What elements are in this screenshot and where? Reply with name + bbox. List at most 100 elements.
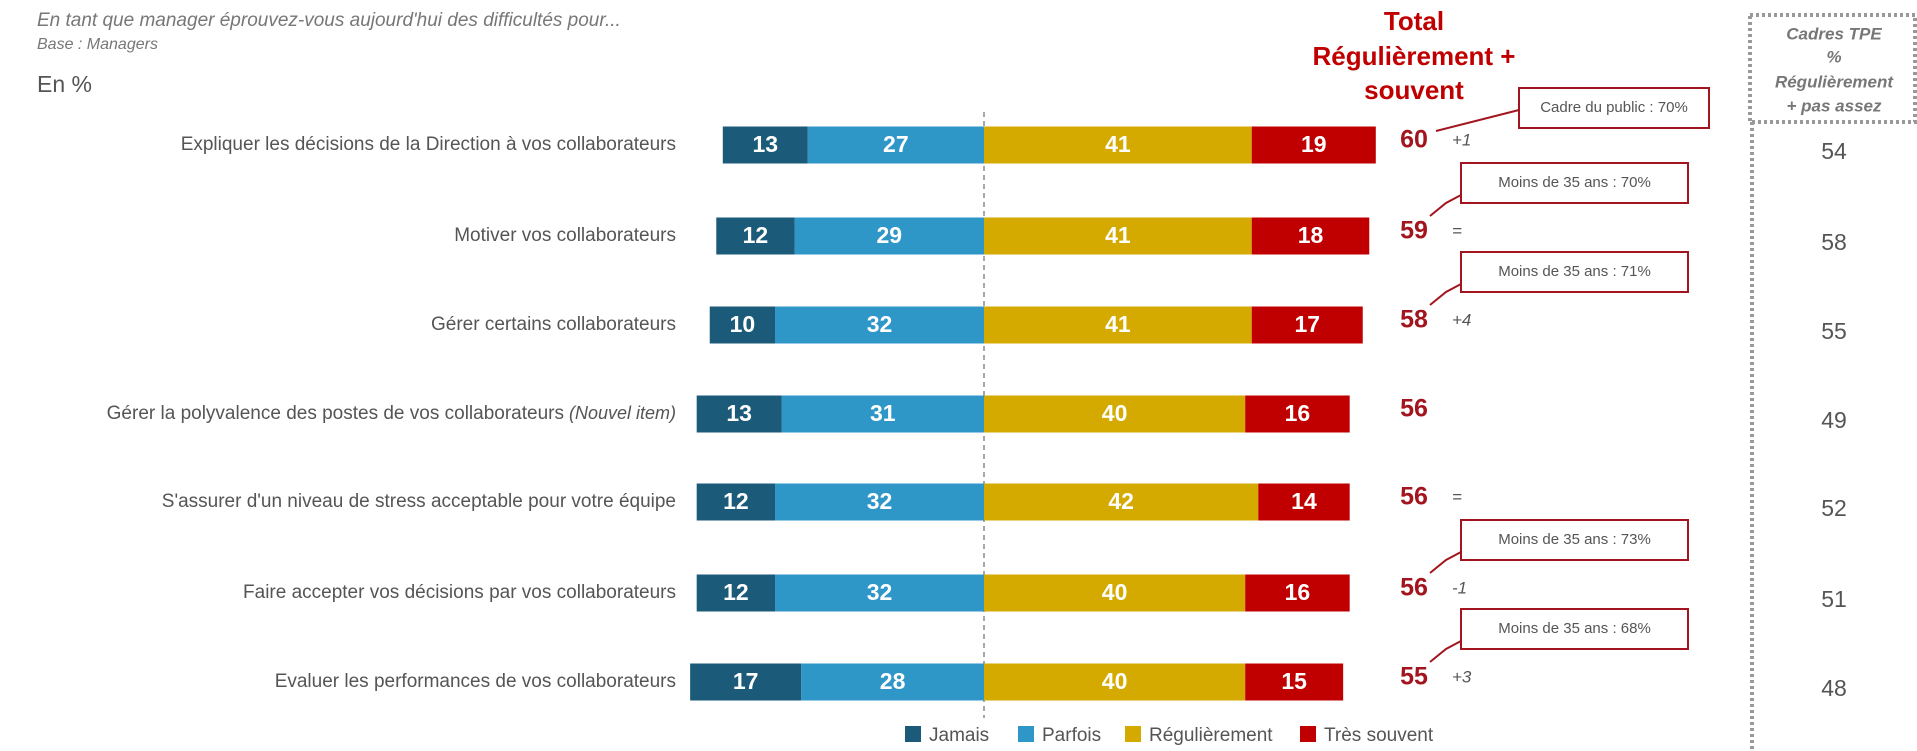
bar-segment <box>690 663 802 701</box>
total-header: Total <box>1384 6 1444 36</box>
legend-label: Très souvent <box>1324 725 1434 746</box>
bar-segment <box>1258 483 1350 521</box>
total-value: 56 <box>1400 395 1428 423</box>
bar-value: 32 <box>867 488 893 514</box>
callout-box <box>1460 519 1689 561</box>
legend-label: Parfois <box>1042 725 1101 746</box>
bar-segment <box>984 126 1252 164</box>
tpe-value: 54 <box>1821 138 1847 164</box>
bar-segment <box>984 663 1246 701</box>
callout-box <box>1460 162 1689 204</box>
base: Base : Managers <box>37 36 158 53</box>
bar-value: 40 <box>1102 668 1128 694</box>
category-label: Motiver vos collaborateurs <box>454 225 676 246</box>
total-value: 55 <box>1400 663 1428 691</box>
tpe-header: + pas assez <box>1787 96 1882 115</box>
callout-box <box>1518 87 1710 129</box>
bar-value: 42 <box>1108 488 1134 514</box>
bar-segment <box>722 126 808 164</box>
change: +3 <box>1452 667 1472 686</box>
tpe-header: % <box>1826 47 1841 66</box>
change: -1 <box>1452 578 1467 597</box>
callout-leader <box>1429 640 1462 663</box>
legend-swatch <box>1125 726 1141 742</box>
bar-value: 17 <box>1294 311 1320 337</box>
legend-swatch <box>1300 726 1316 742</box>
bar-segment <box>781 395 984 433</box>
bar-segment <box>984 483 1259 521</box>
bar-segment <box>696 574 776 612</box>
bar-value: 12 <box>743 222 769 248</box>
bar-value: 40 <box>1102 400 1128 426</box>
total-header: Régulièrement + <box>1312 41 1515 71</box>
tpe-value: 48 <box>1821 675 1847 701</box>
callout-text: Moins de 35 ans : 70% <box>1498 174 1651 191</box>
bar-segment <box>775 306 984 344</box>
change: +1 <box>1452 130 1471 149</box>
bar-segment <box>775 483 984 521</box>
change: = <box>1452 487 1462 506</box>
bar-segment <box>1251 306 1363 344</box>
legend-label: Jamais <box>929 725 989 746</box>
legend-label: Régulièrement <box>1149 725 1273 746</box>
bar-segment <box>1251 217 1370 255</box>
bar-value: 18 <box>1298 222 1324 248</box>
total-value: 59 <box>1400 217 1428 245</box>
bar-value: 12 <box>723 579 749 605</box>
question: En tant que manager éprouvez-vous aujour… <box>37 10 621 31</box>
bar-segment <box>716 217 795 255</box>
bar-value: 16 <box>1285 400 1311 426</box>
category-label: Gérer la polyvalence des postes de vos c… <box>107 403 564 424</box>
legend-swatch <box>905 726 921 742</box>
total-value: 60 <box>1400 126 1428 154</box>
bar-segment <box>1245 663 1344 701</box>
tpe-header-box <box>1748 13 1917 124</box>
category-label: Expliquer les décisions de la Direction … <box>181 134 676 155</box>
category-label: Gérer certains collaborateurs <box>431 314 676 335</box>
callout-box <box>1460 251 1689 293</box>
category-label: S'assurer d'un niveau de stress acceptab… <box>162 491 676 512</box>
unit: En % <box>37 71 92 97</box>
category-label: Faire accepter vos décisions par vos col… <box>243 582 676 603</box>
legend-swatch <box>1018 726 1034 742</box>
bar-value: 40 <box>1102 579 1128 605</box>
bar-value: 10 <box>730 311 756 337</box>
bar-segment <box>696 483 776 521</box>
bar-value: 13 <box>726 400 752 426</box>
callout-text: Moins de 35 ans : 73% <box>1498 531 1651 548</box>
tpe-value: 51 <box>1821 586 1847 612</box>
bar-segment <box>696 395 782 433</box>
bar-value: 12 <box>723 488 749 514</box>
bar-value: 13 <box>752 131 778 157</box>
bar-segment <box>775 574 984 612</box>
bar-value: 41 <box>1105 222 1131 248</box>
bar-segment <box>984 574 1246 612</box>
category-label: Evaluer les performances de vos collabor… <box>275 671 676 692</box>
bar-value: 41 <box>1105 311 1131 337</box>
callout-leader <box>1429 283 1462 306</box>
category-note: (Nouvel item) <box>569 403 676 423</box>
tpe-header: Régulièrement <box>1775 72 1894 91</box>
bar-value: 28 <box>880 668 906 694</box>
bar-segment <box>1245 395 1350 433</box>
bar-segment <box>709 306 776 344</box>
change: +4 <box>1452 310 1471 329</box>
bar-value: 17 <box>733 668 759 694</box>
total-value: 56 <box>1400 574 1428 602</box>
bar-segment <box>801 663 984 701</box>
change: = <box>1452 221 1462 240</box>
bar-segment <box>794 217 984 255</box>
tpe-value: 49 <box>1821 407 1847 433</box>
callout-text: Cadre du public : 70% <box>1540 99 1688 116</box>
bar-value: 27 <box>883 131 909 157</box>
total-value: 58 <box>1400 306 1428 334</box>
bar-value: 31 <box>870 400 896 426</box>
tpe-value: 58 <box>1821 229 1847 255</box>
bar-value: 32 <box>867 579 893 605</box>
bar-segment <box>984 306 1252 344</box>
tpe-value: 55 <box>1821 318 1847 344</box>
bar-value: 15 <box>1281 668 1307 694</box>
callout-leader <box>1429 194 1462 217</box>
bar-value: 14 <box>1291 488 1317 514</box>
